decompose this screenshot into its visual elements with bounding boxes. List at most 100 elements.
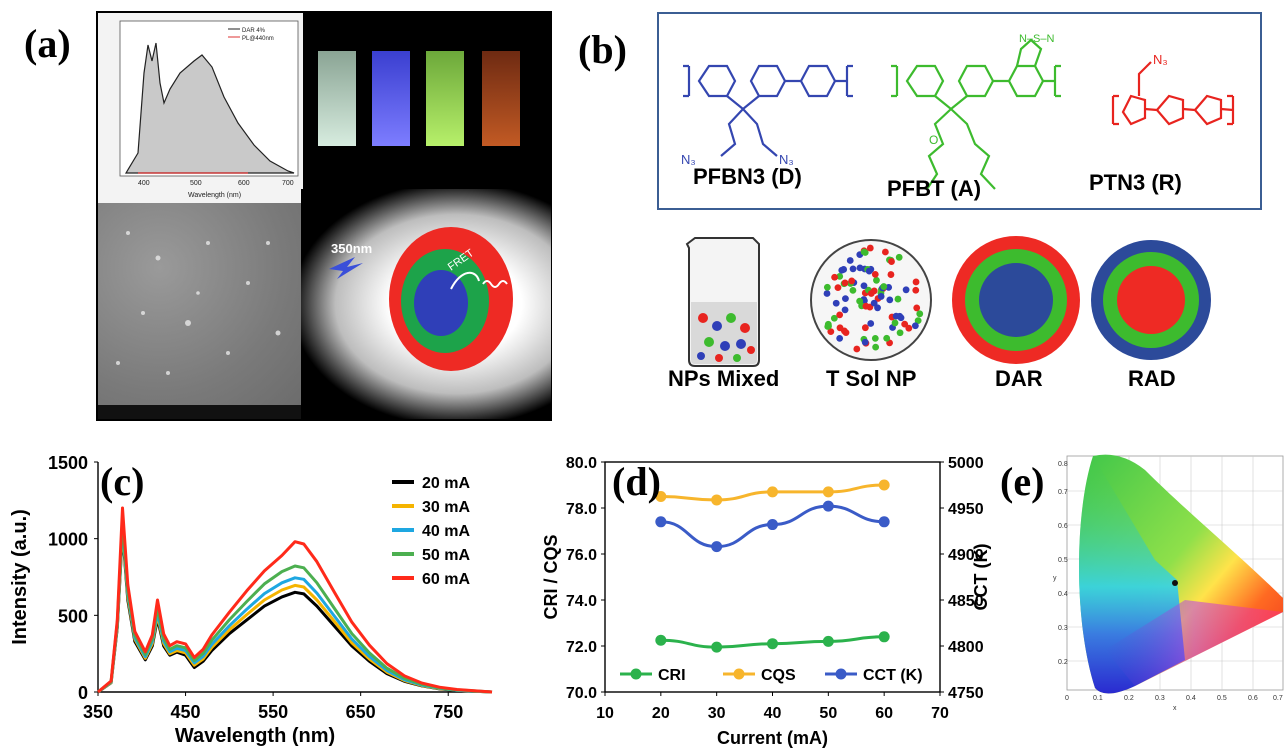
excitation-label: 350nm — [331, 241, 372, 256]
pl-inset-plot: DAR 4% PL@440nm 400 500 600 700 Waveleng… — [119, 20, 299, 199]
tsol-dot — [883, 334, 891, 342]
chart-d: 70.0 72.0 74.0 76.0 78.0 80.0 4750 4800 4850 4900… — [541, 455, 991, 748]
tsol-dot — [901, 320, 909, 328]
inset-xtick: 400 — [138, 180, 150, 187]
cie-xtick: 0.5 — [1217, 695, 1227, 702]
data-point-cqs — [711, 494, 723, 506]
tsol-dot — [916, 310, 924, 318]
x-tick-label: 350 — [83, 702, 113, 722]
inset-xlabel: Wavelength (nm) — [188, 192, 241, 199]
cie-ytick: 0.2 — [1058, 659, 1068, 666]
tsol-dot — [834, 284, 842, 292]
series-line-60-ma — [97, 506, 493, 694]
btd-label: N–S–N — [1019, 33, 1055, 45]
legend-label: 50 mA — [422, 547, 470, 564]
inset-legend-pl: PL@440nm — [242, 36, 274, 42]
excitation-arrow-icon — [329, 257, 363, 279]
molecule-label-ptn3: PTN3 (R) — [1089, 170, 1182, 195]
data-point-cqs — [878, 479, 890, 491]
tsol-dot — [861, 324, 869, 332]
tsol-dot — [877, 293, 885, 300]
ptn3-structure — [1111, 61, 1235, 126]
tsol-dot — [896, 329, 904, 337]
x-tick-label: 20 — [652, 705, 670, 722]
x-tick-label: 60 — [875, 705, 893, 722]
tsol-dot — [912, 286, 920, 294]
x-tick-label: 30 — [708, 705, 726, 722]
tsol-dot — [842, 295, 849, 303]
sem-image — [98, 203, 303, 419]
tsol-dot — [831, 273, 839, 281]
tsol-dot — [856, 264, 864, 272]
tsol-dot — [905, 324, 913, 332]
y2-tick-label: 4950 — [948, 501, 984, 518]
tsol-dot — [871, 270, 879, 278]
inset-xtick: 500 — [190, 180, 202, 187]
y-tick-label: 1000 — [48, 530, 88, 550]
tsol-dot — [902, 286, 910, 294]
tsol-dot — [880, 283, 888, 290]
legend-label: CCT (K) — [863, 667, 923, 684]
tsol-dot — [867, 320, 875, 327]
data-point-cri — [655, 634, 667, 646]
tsol-dot — [836, 334, 844, 342]
y-tick-label: 74.0 — [566, 593, 597, 610]
rad-np-icon — [1091, 240, 1211, 360]
tsol-dot — [861, 338, 869, 346]
fret-arrow-icon — [450, 271, 480, 290]
tsol-dot — [892, 312, 900, 320]
cuvette-white — [318, 51, 356, 146]
oxygen-label: O — [929, 133, 938, 147]
legend-marker — [733, 668, 745, 680]
tsol-dot — [841, 279, 849, 287]
panel-b-label: (b) — [578, 27, 627, 72]
tsol-dot — [846, 257, 854, 264]
y-axis-title: Intensity (a.u.) — [9, 509, 31, 645]
tsol-np-icon — [810, 239, 932, 361]
tsol-dot — [823, 283, 831, 291]
n3-label: N₃ — [681, 152, 696, 167]
y2-tick-label: 4900 — [948, 547, 984, 564]
cie-ytick: 0.7 — [1058, 489, 1068, 496]
np-core-blue — [414, 270, 468, 336]
legend-label: 40 mA — [422, 523, 470, 540]
legend-label: 60 mA — [422, 571, 470, 588]
tsol-dot — [849, 265, 857, 273]
cie-ytick: 0.5 — [1058, 557, 1068, 564]
pl-inset: DAR 4% PL@440nm 400 500 600 700 Waveleng… — [98, 13, 303, 203]
panel-e-label: (e) — [1000, 459, 1045, 504]
cuvette-orange — [482, 51, 520, 146]
sem-particles — [98, 231, 303, 419]
tsol-dot — [832, 299, 840, 307]
x-tick-label: 550 — [258, 702, 288, 722]
data-point-cct — [767, 519, 778, 531]
cie-xlabel: x — [1173, 705, 1177, 712]
molecule-label-pfbt: PFBT (A) — [887, 176, 982, 201]
tsol-dot — [888, 258, 895, 265]
tsol-dot — [872, 343, 880, 351]
tsol-dot — [891, 319, 899, 327]
tsol-dot — [853, 345, 861, 353]
cie-ytick: 0.3 — [1058, 625, 1068, 632]
tsol-dot — [873, 276, 880, 284]
cie-ytick: 0.8 — [1058, 461, 1068, 468]
y-tick-label: 0 — [78, 683, 88, 703]
tsol-dot — [841, 306, 849, 314]
tsol-dot — [881, 248, 889, 256]
x-tick-label: 450 — [171, 702, 201, 722]
tsol-dot — [895, 253, 903, 261]
x-axis-title: Current (mA) — [717, 728, 828, 748]
data-point-cct — [655, 516, 667, 528]
inset-legend-dar: DAR 4% — [242, 28, 266, 34]
cie-xtick: 0.7 — [1273, 695, 1283, 702]
emission-wave-icon — [482, 280, 508, 288]
tsol-dot — [911, 322, 919, 330]
np-schematic: 350nm FRET — [329, 227, 513, 371]
n3-label: N₃ — [1153, 52, 1168, 67]
tsol-dot — [913, 304, 921, 312]
data-point-cct — [878, 516, 890, 528]
y-tick-label: 78.0 — [566, 501, 597, 518]
data-point-cri — [878, 631, 890, 643]
y-tick-label: 76.0 — [566, 547, 597, 564]
cuvette-green — [426, 51, 464, 146]
